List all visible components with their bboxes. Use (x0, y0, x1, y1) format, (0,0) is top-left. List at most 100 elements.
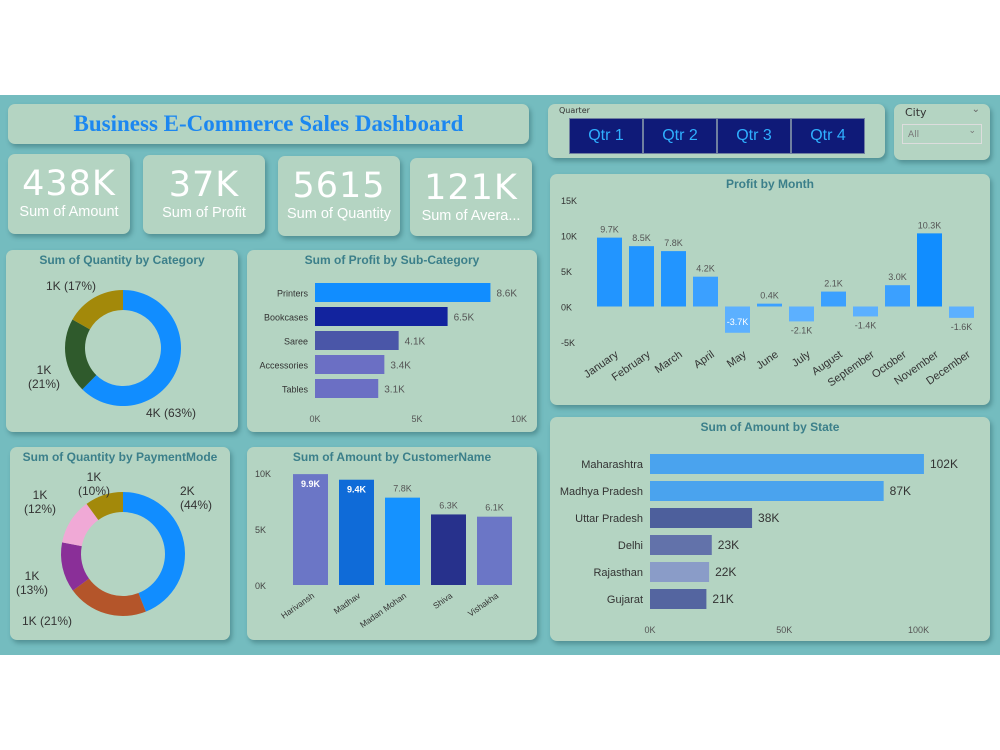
category-label: June (754, 349, 780, 373)
bar (477, 516, 512, 585)
data-label: 6.5K (454, 313, 475, 324)
category-label: Saree (284, 337, 308, 347)
data-label: 6.1K (485, 503, 504, 513)
data-label: 1K (33, 488, 48, 502)
donut-slice (62, 503, 99, 547)
data-label: -2.1K (791, 325, 813, 335)
data-label: (44%) (180, 498, 212, 512)
quarter-button-qtr3[interactable]: Qtr 3 (717, 118, 791, 154)
bar (293, 474, 328, 585)
profit-by-month-panel: Profit by Month -5K 0K 5K 10K 15K 9.7K January 8… (550, 174, 990, 405)
kpi-card-profit: 37K Sum of Profit (143, 155, 265, 234)
chart-svg: Maharashtra 102K Madhya Pradesh 87K Uttar Pr… (560, 454, 958, 635)
quarter-slicer: Quarter Qtr 1 Qtr 2 Qtr 3 Qtr 4 (548, 104, 885, 158)
tick-label: 10K (511, 414, 527, 424)
donut-slice (72, 578, 146, 616)
category-label: July (790, 348, 813, 369)
data-label: -3.7K (727, 317, 749, 327)
data-label: 1K (21%) (22, 614, 72, 628)
bar (661, 251, 686, 307)
bar (789, 306, 814, 322)
bar (650, 562, 710, 582)
quarter-button-qtr4[interactable]: Qtr 4 (791, 118, 865, 154)
data-label: (12%) (24, 502, 56, 516)
category-label: Printers (277, 289, 309, 299)
bar (315, 283, 491, 302)
quarter-button-qtr2[interactable]: Qtr 2 (643, 118, 717, 154)
data-label: 1K (25, 569, 40, 583)
data-label: 1K (87, 470, 102, 484)
amount-by-customer-panel: Sum of Amount by CustomerName 0K 5K 10K 9.9K… (247, 447, 537, 640)
bar (650, 508, 753, 528)
chevron-down-icon: ⌄ (968, 126, 976, 136)
bar (431, 514, 466, 585)
bar (315, 355, 385, 374)
tick-label: -5K (561, 338, 575, 348)
bar (821, 291, 846, 307)
data-label: 4.2K (696, 264, 715, 274)
tick-label: 0K (644, 625, 655, 635)
quantity-by-category-panel: Sum of Quantity by Category 4K (63%) 1K (21… (6, 250, 238, 432)
data-label: 3.1K (384, 385, 405, 396)
data-label: 0.4K (760, 291, 779, 301)
data-label: 7.8K (393, 484, 412, 494)
chevron-down-icon[interactable]: ⌄ (971, 104, 980, 115)
city-dropdown-value: All (908, 130, 920, 140)
data-label: 10.3K (918, 220, 942, 230)
tick-label: 50K (776, 625, 792, 635)
kpi-label: Sum of Profit (162, 205, 246, 221)
city-dropdown[interactable]: All ⌄ (902, 124, 982, 144)
data-label: 6.3K (439, 500, 458, 510)
data-label: 9.4K (347, 485, 367, 495)
kpi-value: 37K (168, 165, 240, 205)
data-label: 4.1K (405, 337, 426, 348)
data-label: (10%) (78, 484, 110, 498)
bar (315, 379, 379, 398)
chart-svg: 2K(44%)1K (21%)1K(13%)1K(12%)1K(10%) (16, 470, 212, 628)
bar (597, 237, 622, 307)
dashboard-title: Business E-Commerce Sales Dashboard (8, 104, 529, 144)
bar (885, 285, 910, 307)
category-label: March (653, 349, 685, 376)
data-label: 9.7K (600, 225, 619, 235)
data-label: 102K (930, 457, 958, 471)
data-label: 3.4K (390, 361, 411, 372)
donut-slice (72, 290, 123, 330)
data-label: (21%) (28, 377, 60, 391)
category-label: Maharashtra (581, 459, 644, 471)
data-label: 8.6K (496, 289, 517, 300)
data-label: 21K (712, 592, 733, 606)
data-label: -1.6K (951, 322, 973, 332)
category-label: Madhya Pradesh (560, 486, 643, 498)
amount-by-state-panel: Sum of Amount by State Maharashtra 102K Mad… (550, 417, 990, 641)
data-label: 1K (37, 363, 52, 377)
bar (693, 276, 718, 307)
kpi-card-average: 121K Sum of Avera... (410, 158, 532, 236)
chart-title: Sum of Quantity by PaymentMode (22, 450, 218, 464)
kpi-value: 438K (22, 164, 116, 204)
bar (725, 306, 750, 333)
kpi-label: Sum of Amount (19, 204, 119, 220)
bar (650, 535, 712, 555)
category-label: May (725, 348, 749, 370)
kpi-card-quantity: 5615 Sum of Quantity (278, 156, 400, 236)
chart-title: Sum of Quantity by Category (39, 253, 205, 267)
chart-svg: Printers 8.6K Bookcases 6.5K Saree 4.1K Access… (259, 283, 527, 424)
quarter-button-qtr1[interactable]: Qtr 1 (569, 118, 643, 154)
bar (650, 589, 707, 609)
category-label: Madan Mohan (358, 590, 408, 630)
bar (650, 481, 884, 501)
kpi-label: Sum of Quantity (287, 206, 391, 222)
data-label: (13%) (16, 583, 48, 597)
data-label: 23K (718, 538, 739, 552)
tick-label: 0K (561, 303, 572, 313)
chart-svg: -5K0K5K10K15K9.7KJanuary8.5KFebruary7.8K… (561, 196, 974, 389)
city-slicer-label: City (905, 106, 927, 119)
chart-svg: 4K (63%) 1K(21%) 1K (17%) (28, 279, 196, 420)
tick-label: 5K (561, 267, 572, 277)
category-label: Harivansh (279, 590, 316, 620)
bar (949, 306, 974, 318)
category-label: Bookcases (264, 313, 309, 323)
chart-title: Sum of Amount by CustomerName (292, 450, 492, 464)
donut-slice (123, 492, 185, 612)
